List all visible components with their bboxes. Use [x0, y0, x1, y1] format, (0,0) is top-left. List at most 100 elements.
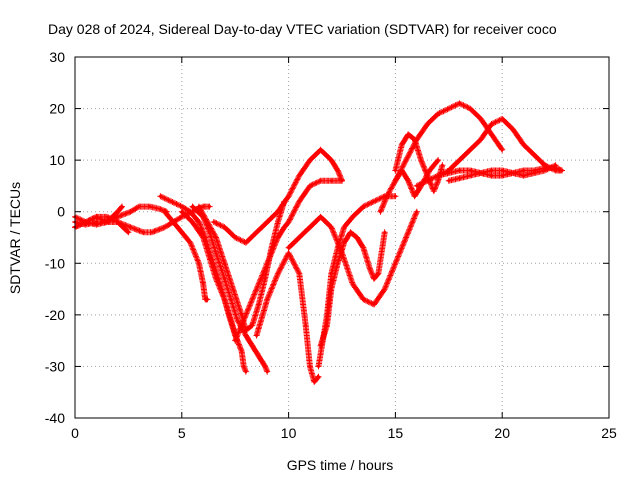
data-series-group [72, 100, 565, 385]
data-point [205, 220, 209, 224]
data-point [325, 323, 329, 327]
data-point [490, 122, 494, 126]
data-point [180, 230, 184, 234]
data-point [406, 132, 410, 136]
series-arc14 [210, 146, 345, 246]
series-markers-arc15 [285, 208, 420, 308]
data-point [263, 277, 267, 281]
axis-ticks: 0 5 10 15 20 25 -40 -30 -20 -10 0 10 20 30 [45, 49, 617, 441]
data-point [340, 179, 344, 183]
data-point [340, 251, 344, 255]
data-point [425, 122, 429, 126]
y-tick-label: 0 [57, 204, 65, 220]
data-point [329, 158, 333, 162]
y-tick-label: 10 [49, 152, 65, 168]
series-arc5 [161, 208, 211, 303]
data-point [560, 168, 564, 172]
data-point [190, 205, 194, 209]
data-point [361, 297, 365, 301]
series-arc8 [178, 208, 241, 344]
x-tick-label: 10 [281, 425, 297, 441]
data-point [440, 163, 444, 167]
data-point [137, 205, 141, 209]
data-point [214, 251, 218, 255]
data-point [385, 194, 389, 198]
data-point [208, 256, 212, 260]
data-point [532, 171, 536, 175]
data-point [419, 158, 423, 162]
data-point [436, 174, 440, 178]
data-point [522, 143, 526, 147]
data-point [432, 189, 436, 193]
data-point [287, 251, 291, 255]
data-point [393, 179, 397, 183]
data-point [141, 230, 145, 234]
data-point [244, 313, 248, 317]
data-point [197, 205, 201, 209]
data-point [188, 210, 192, 214]
plot-frame [74, 56, 610, 419]
data-point [255, 287, 259, 291]
x-tick-label: 20 [494, 425, 510, 441]
data-point [490, 174, 494, 178]
data-point [468, 107, 472, 111]
data-point [436, 112, 440, 116]
data-point [393, 261, 397, 265]
data-point [425, 174, 429, 178]
data-point [229, 318, 233, 322]
data-point [308, 225, 312, 229]
data-point [329, 287, 333, 291]
data-point [163, 210, 167, 214]
data-point [400, 143, 404, 147]
data-point [425, 179, 429, 183]
data-point [308, 158, 312, 162]
y-tick-label: -40 [45, 410, 65, 426]
data-point [317, 364, 321, 368]
data-point [415, 210, 419, 214]
data-point [376, 272, 380, 276]
data-point [148, 205, 152, 209]
data-point [287, 246, 291, 250]
x-tick-label: 5 [178, 425, 186, 441]
data-point [244, 328, 248, 332]
data-point [255, 333, 259, 337]
x-tick-label: 15 [388, 425, 404, 441]
data-point [383, 287, 387, 291]
data-point [223, 225, 227, 229]
data-point [413, 194, 417, 198]
data-point [297, 236, 301, 239]
data-point [180, 205, 184, 209]
data-point [190, 220, 194, 224]
data-point [208, 205, 212, 209]
data-point [265, 261, 269, 265]
y-tick-label: -20 [45, 307, 65, 323]
data-point [214, 277, 218, 281]
data-point [158, 207, 162, 211]
data-point [457, 158, 461, 162]
data-point [214, 236, 218, 239]
data-point [511, 127, 515, 131]
data-point [457, 101, 461, 105]
data-point [169, 199, 173, 203]
data-point [532, 153, 536, 157]
data-point [317, 375, 321, 379]
data-point [297, 272, 301, 276]
data-point [351, 282, 355, 286]
data-point [378, 210, 382, 214]
y-tick-label: -30 [45, 358, 65, 374]
data-point [522, 168, 526, 172]
data-point [297, 174, 301, 178]
data-point [329, 179, 333, 183]
data-point [265, 297, 269, 301]
series-arc13 [317, 229, 388, 349]
data-point [287, 220, 291, 224]
data-point [368, 266, 372, 270]
data-point [500, 168, 504, 172]
data-point [250, 323, 254, 327]
data-point [457, 168, 461, 172]
x-tick-label: 0 [71, 425, 79, 441]
data-point [319, 148, 323, 152]
data-point [404, 158, 408, 162]
data-point [257, 354, 261, 358]
